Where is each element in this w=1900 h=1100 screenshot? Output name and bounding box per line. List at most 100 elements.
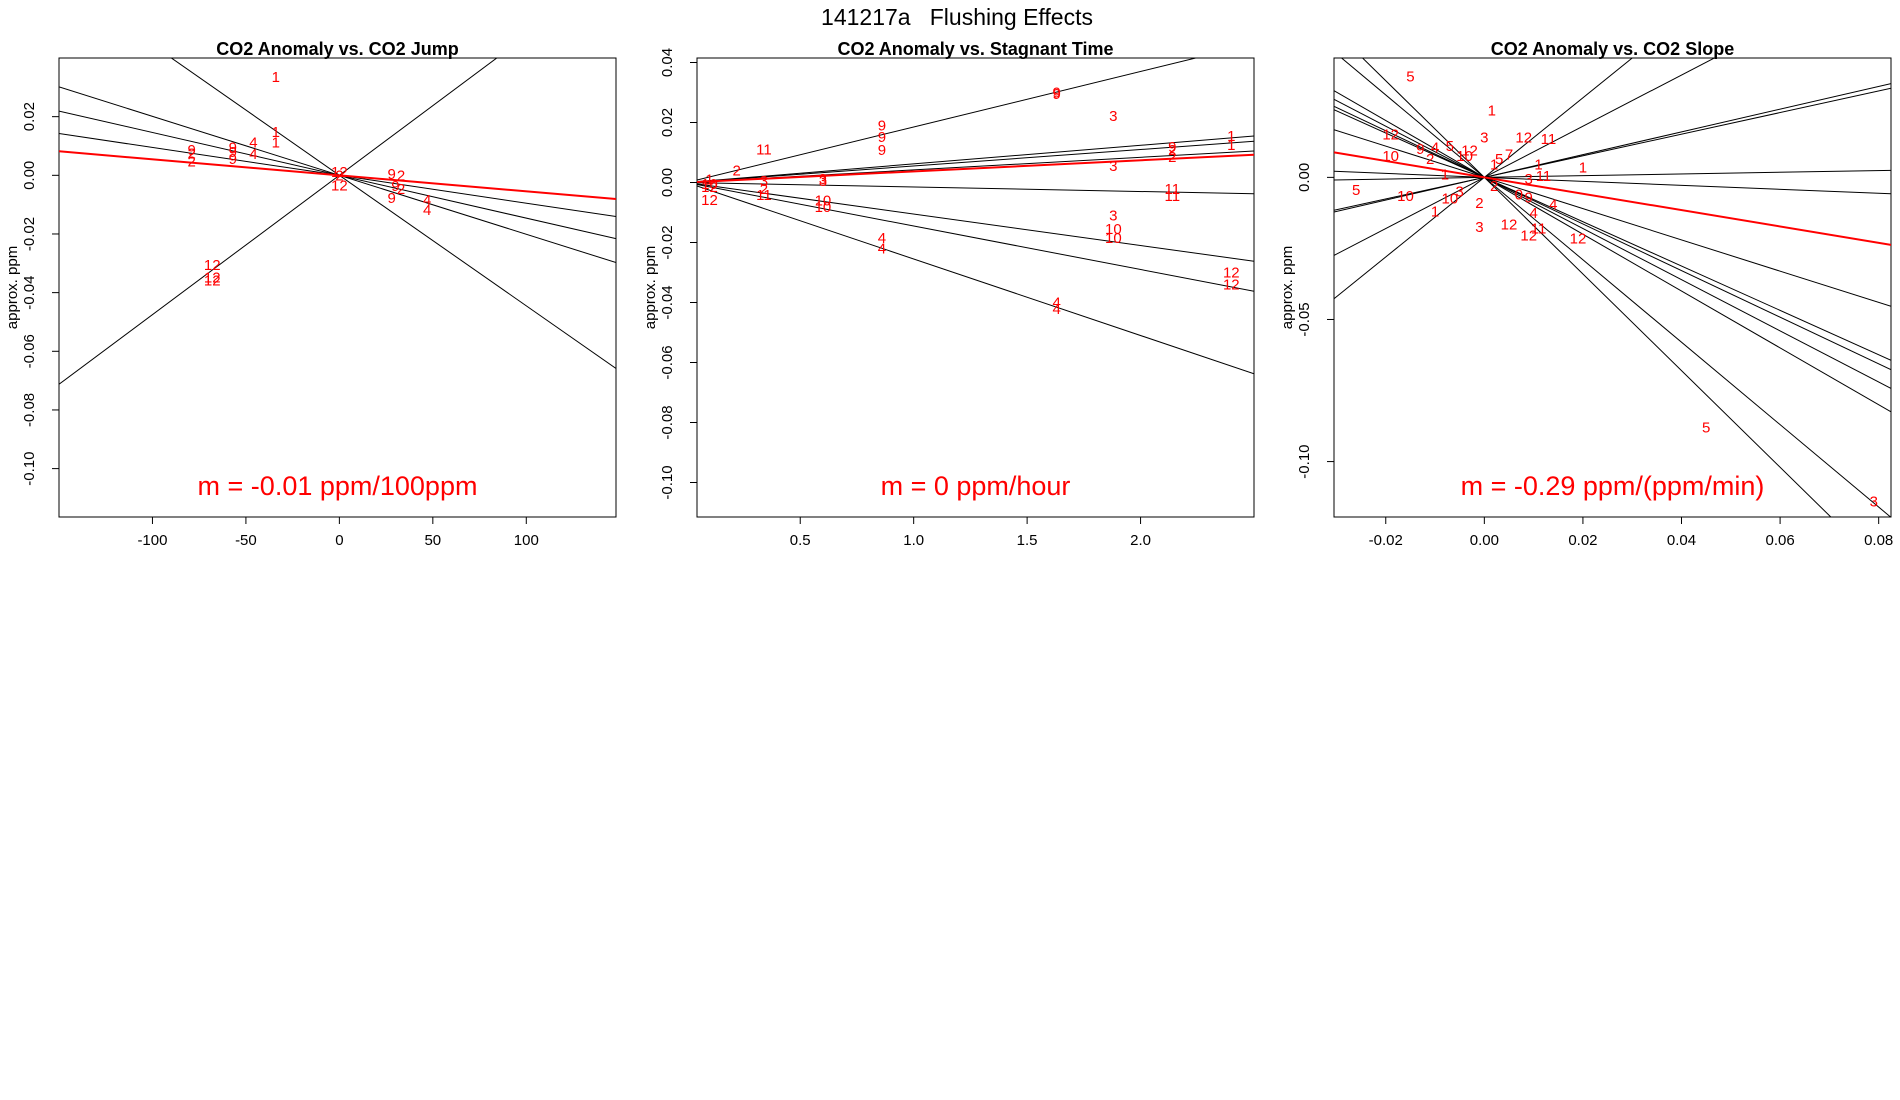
data-point-label: 5 <box>1702 419 1710 436</box>
data-point-label: 2 <box>188 154 196 171</box>
x-tick-label: 1.5 <box>1017 532 1038 549</box>
regression-line <box>1334 129 1891 307</box>
data-point-label: 4 <box>423 202 431 219</box>
y-axis-label-text: approx. ppm <box>642 246 659 329</box>
data-point-label: 2 <box>1490 178 1498 195</box>
data-point-label: 4 <box>1549 196 1557 213</box>
y-tick-label: 0.04 <box>659 48 676 77</box>
data-point-label: 9 <box>388 166 396 183</box>
x-tick-label: -50 <box>235 532 257 549</box>
data-point-label: 10 <box>1105 230 1122 247</box>
data-point-label: 11 <box>756 187 772 204</box>
data-point-label: 1 <box>1579 159 1587 176</box>
data-point-label: 2 <box>733 163 741 180</box>
plot-area <box>696 57 1255 518</box>
y-tick-label: -0.08 <box>659 405 676 439</box>
x-tick-label: 100 <box>514 532 539 549</box>
data-point-label: 10 <box>1105 221 1122 238</box>
regression-line <box>1334 87 1891 211</box>
x-tick-label: 50 <box>424 532 441 549</box>
data-point-label: 5 <box>1446 138 1454 155</box>
regression-line <box>1334 105 1891 371</box>
data-point-label: 3 <box>760 173 768 190</box>
data-point-label: 4 <box>1529 205 1537 222</box>
y-tick-label: -0.02 <box>21 217 38 251</box>
data-point-label: 3 <box>1109 208 1117 225</box>
data-point-label: 12 <box>1501 216 1518 233</box>
data-point-label: 11 <box>1165 181 1181 198</box>
data-points: 9999911211012123211331010444433310109221… <box>701 85 1240 319</box>
data-point-label: 3 <box>1109 158 1117 175</box>
panel-stagnant-time: CO2 Anomaly vs. Stagnant Time approx. pp… <box>642 39 1255 549</box>
data-point-label: 12 <box>331 178 348 195</box>
x-tick-label: 0.06 <box>1765 532 1794 549</box>
data-point-label: 3 <box>819 171 827 188</box>
y-tick-label: -0.06 <box>659 345 676 379</box>
data-point-label: 9 <box>229 140 237 157</box>
x-tick-label: 1.0 <box>903 532 924 549</box>
data-point-label: 1 <box>272 124 280 141</box>
x-tick-label: 2.0 <box>1130 532 1151 549</box>
x-tick-label: 0.00 <box>1470 532 1499 549</box>
data-point-label: 4 <box>249 134 257 151</box>
data-point-label: 2 <box>1168 142 1176 159</box>
data-point-label: 9 <box>1525 189 1533 206</box>
data-point-label: 3 <box>819 173 827 190</box>
regression-line <box>1334 169 1891 181</box>
data-point-label: 4 <box>1052 301 1060 318</box>
regression-line <box>697 185 1254 375</box>
data-point-label: 11 <box>1165 188 1181 205</box>
y-axis-label: approx. ppm <box>4 246 21 329</box>
data-point-label: 11 <box>1541 131 1557 148</box>
regression-line <box>697 135 1254 183</box>
data-point-label: 3 <box>1480 130 1488 147</box>
data-point-label: 2 <box>397 181 405 198</box>
data-point-label: 12 <box>1515 130 1532 147</box>
regression-line <box>1334 170 1891 195</box>
regression-line <box>1334 98 1891 389</box>
data-point-label: 12 <box>1520 228 1537 245</box>
data-point-label: 1 <box>1227 128 1235 145</box>
data-point-label: 12 <box>1223 265 1240 282</box>
overall-fit-line <box>697 153 1254 183</box>
data-point-label: 9 <box>1168 139 1176 156</box>
axis-ticks: 0.5 1.0 1.5 2.0 -0.10 -0.08 -0.06 -0.04 -0.02 0.0… <box>659 48 1151 549</box>
regression-line <box>1334 58 1634 300</box>
overall-fit-line <box>1334 151 1891 246</box>
y-tick-label: -0.10 <box>1296 444 1313 478</box>
data-point-label: 12 <box>1570 230 1587 247</box>
y-tick-label: -0.08 <box>21 393 38 427</box>
plot-area <box>58 57 617 518</box>
data-point-label: 12 <box>1382 127 1399 144</box>
data-point-label: 2 <box>1426 151 1434 168</box>
data-point-label: 1 <box>1441 167 1449 184</box>
data-point-label: 9 <box>229 144 237 161</box>
panel-title: CO2 Anomaly vs. CO2 Jump <box>216 39 458 59</box>
regression-lines <box>1334 58 1891 517</box>
y-axis-label-text: approx. ppm <box>1279 246 1296 329</box>
regression-line <box>697 183 1254 262</box>
panel-title: CO2 Anomaly vs. Stagnant Time <box>837 39 1113 59</box>
data-point-label: 12 <box>701 179 718 196</box>
data-point-label: 9 <box>1052 86 1060 103</box>
data-point-label: 3 <box>1456 184 1464 201</box>
panel-co2-jump: CO2 Anomaly vs. CO2 Jump approx. ppm -10… <box>4 39 617 549</box>
data-point-label: 9 <box>878 142 886 159</box>
y-tick-label: -0.06 <box>21 334 38 368</box>
axis-ticks: -0.02 0.00 0.02 0.04 0.06 0.08 -0.10 -0.05 0.00 <box>1296 163 1893 549</box>
data-point-label: 11 <box>756 142 772 159</box>
data-point-label: 10 <box>815 193 832 210</box>
y-axis-label-text: approx. ppm <box>4 246 21 329</box>
y-tick-label: 0.00 <box>659 168 676 197</box>
data-point-label: 12 <box>204 272 221 289</box>
x-tick-label: 0.08 <box>1864 532 1893 549</box>
data-point-label: 7 <box>1505 147 1513 164</box>
data-point-label: 10 <box>1441 191 1458 208</box>
y-tick-label: 0.02 <box>659 108 676 137</box>
data-point-label: 11 <box>1531 221 1547 238</box>
regression-line <box>697 58 1198 181</box>
y-axis-label: approx. ppm <box>1279 246 1296 329</box>
overall-fit-line <box>59 150 616 201</box>
